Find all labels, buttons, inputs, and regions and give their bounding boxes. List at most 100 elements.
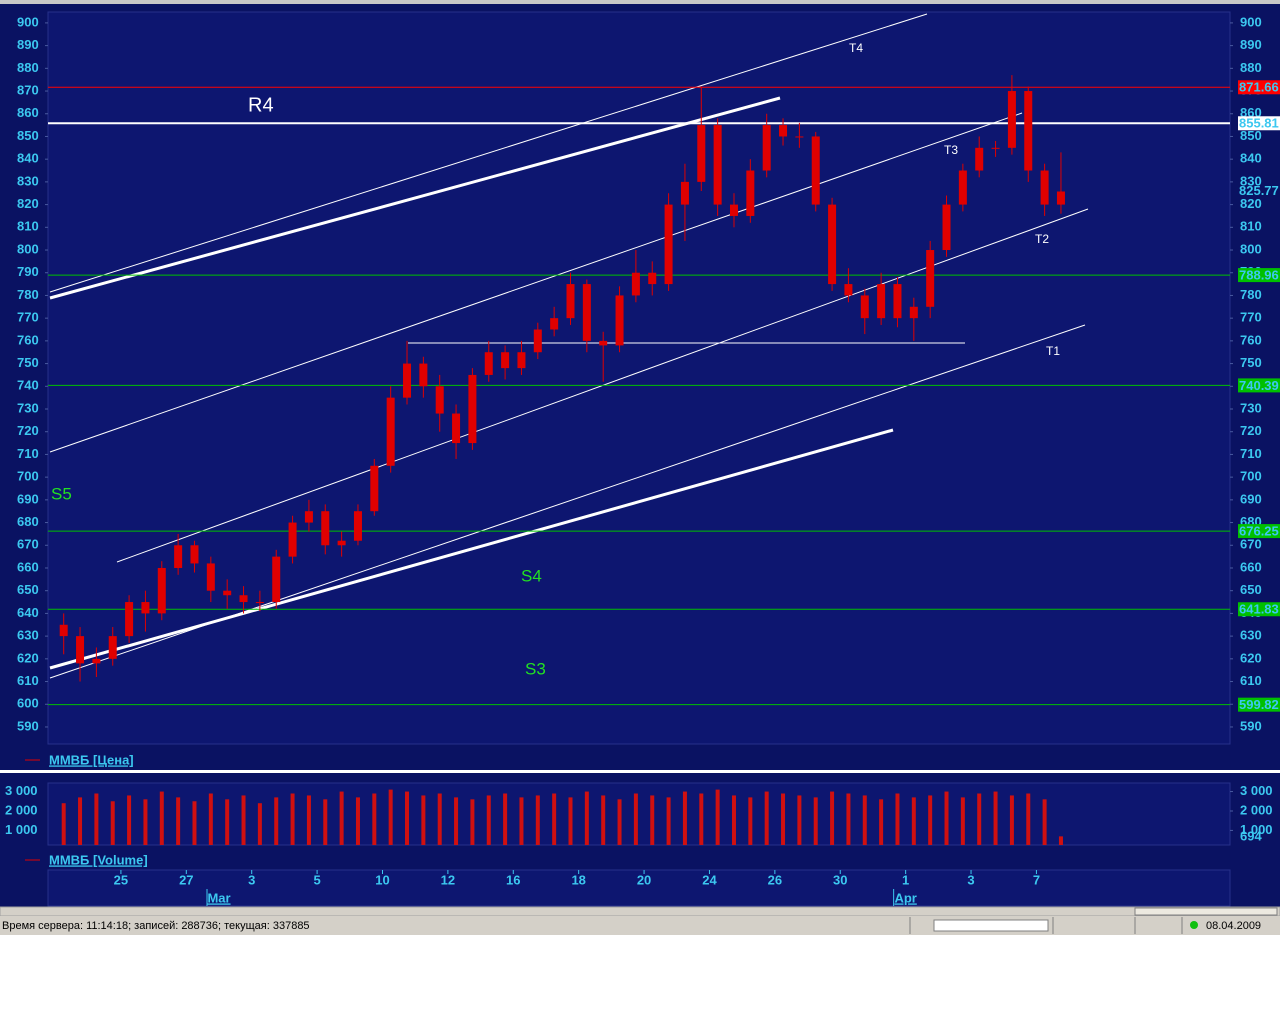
x-tick-label: 25 xyxy=(114,872,128,887)
candle-body xyxy=(762,125,771,171)
volume-bar xyxy=(405,791,410,845)
volume-bar xyxy=(372,793,377,845)
y-tick-label: 890 xyxy=(1240,37,1262,52)
candle-body xyxy=(157,567,166,614)
y-tick-label: 800 xyxy=(1240,241,1262,256)
y-tick-label: 2 000 xyxy=(5,802,38,817)
x-tick-label: 24 xyxy=(702,872,717,887)
y-tick-label: 3 000 xyxy=(5,783,38,798)
x-tick-label: 30 xyxy=(833,872,847,887)
volume-bar xyxy=(143,799,148,845)
y-tick-label: 670 xyxy=(1240,537,1262,552)
candle-body xyxy=(403,363,412,398)
trendline xyxy=(49,13,928,293)
y-tick-label: 610 xyxy=(1240,673,1262,688)
candle-body xyxy=(223,590,232,596)
candle-body xyxy=(975,147,984,171)
candle-body xyxy=(288,522,297,557)
y-tick-label: 710 xyxy=(1240,446,1262,461)
top-strip xyxy=(0,0,1280,4)
candle-body xyxy=(811,136,820,205)
y-tick-label: 3 000 xyxy=(1240,783,1273,798)
candle-body xyxy=(76,636,85,664)
y-tick-label: 750 xyxy=(17,355,39,370)
y-tick-label: 840 xyxy=(1240,151,1262,166)
y-tick-label: 1 000 xyxy=(5,822,38,837)
scroll-thumb[interactable] xyxy=(1134,907,1278,916)
legend-price[interactable]: ММВБ [Цена] xyxy=(49,752,134,767)
volume-bar xyxy=(503,793,508,845)
volume-bar xyxy=(862,795,867,845)
level-label: 871.66 xyxy=(1239,80,1279,95)
y-tick-label: 730 xyxy=(1240,400,1262,415)
annotation: T3 xyxy=(944,143,958,157)
y-tick-label: 850 xyxy=(17,128,39,143)
volume-bar xyxy=(911,797,916,845)
volume-bar xyxy=(454,797,459,845)
candle-body xyxy=(484,352,493,375)
month-label: Apr xyxy=(894,890,916,905)
level-label-bg xyxy=(1238,268,1280,283)
volume-bar xyxy=(797,795,802,845)
candle-body xyxy=(615,295,624,346)
volume-bar xyxy=(323,799,328,845)
y-tick-label: 810 xyxy=(1240,219,1262,234)
volume-bar xyxy=(306,795,311,845)
y-tick-label: 740 xyxy=(17,378,39,393)
y-tick-label: 770 xyxy=(1240,310,1262,325)
candle-body xyxy=(206,563,215,591)
volume-bar xyxy=(78,797,83,845)
level-label-bg xyxy=(1238,378,1280,393)
y-tick-label: 820 xyxy=(17,196,39,211)
volume-bar xyxy=(666,797,671,845)
candle-body xyxy=(1056,191,1065,205)
volume-bar xyxy=(633,793,638,845)
y-tick-label: 900 xyxy=(17,14,39,29)
y-tick-label: 720 xyxy=(17,423,39,438)
candle-body xyxy=(435,386,444,414)
volume-bar xyxy=(1058,836,1063,845)
volume-bar xyxy=(944,791,949,845)
candle-body xyxy=(828,204,837,285)
x-tick-label: 3 xyxy=(248,872,255,887)
y-tick-label: 680 xyxy=(17,514,39,529)
candle-body xyxy=(190,545,199,564)
y-tick-label: 860 xyxy=(17,105,39,120)
level-label: 740.39 xyxy=(1239,378,1279,393)
candle-body xyxy=(1040,170,1049,205)
candle-body xyxy=(517,352,526,369)
candle-body xyxy=(353,511,362,541)
volume-bar xyxy=(192,801,197,845)
volume-bar xyxy=(879,799,884,845)
volume-bar xyxy=(1009,795,1014,845)
candle-body xyxy=(860,295,869,319)
volume-bar xyxy=(993,791,998,845)
y-tick-label: 660 xyxy=(17,559,39,574)
y-tick-label: 880 xyxy=(1240,60,1262,75)
x-tick-label: 20 xyxy=(637,872,651,887)
legend-volume[interactable]: ММВБ [Volume] xyxy=(49,852,148,867)
volume-bar xyxy=(127,795,132,845)
y-tick-label: 650 xyxy=(1240,582,1262,597)
candle-body xyxy=(468,374,477,444)
y-tick-label: 700 xyxy=(17,469,39,484)
y-tick-label: 770 xyxy=(17,310,39,325)
volume-bar xyxy=(241,795,246,845)
x-tick-label: 5 xyxy=(313,872,320,887)
y-tick-label: 610 xyxy=(17,673,39,688)
candle-body xyxy=(729,204,738,216)
candle-body xyxy=(926,250,935,307)
y-tick-label: 810 xyxy=(17,219,39,234)
y-tick-label: 660 xyxy=(1240,559,1262,574)
candle-body xyxy=(108,636,117,659)
volume-bar xyxy=(977,793,982,845)
volume-bar xyxy=(584,791,589,845)
level-label: 676.25 xyxy=(1239,524,1279,539)
date-axis xyxy=(47,869,1231,907)
y-tick-label: 800 xyxy=(17,241,39,256)
y-tick-label: 760 xyxy=(1240,332,1262,347)
scrollbar[interactable] xyxy=(0,906,1280,917)
volume-bar xyxy=(715,789,720,845)
level-label-bg xyxy=(1238,80,1280,95)
y-tick-label: 620 xyxy=(1240,650,1262,665)
